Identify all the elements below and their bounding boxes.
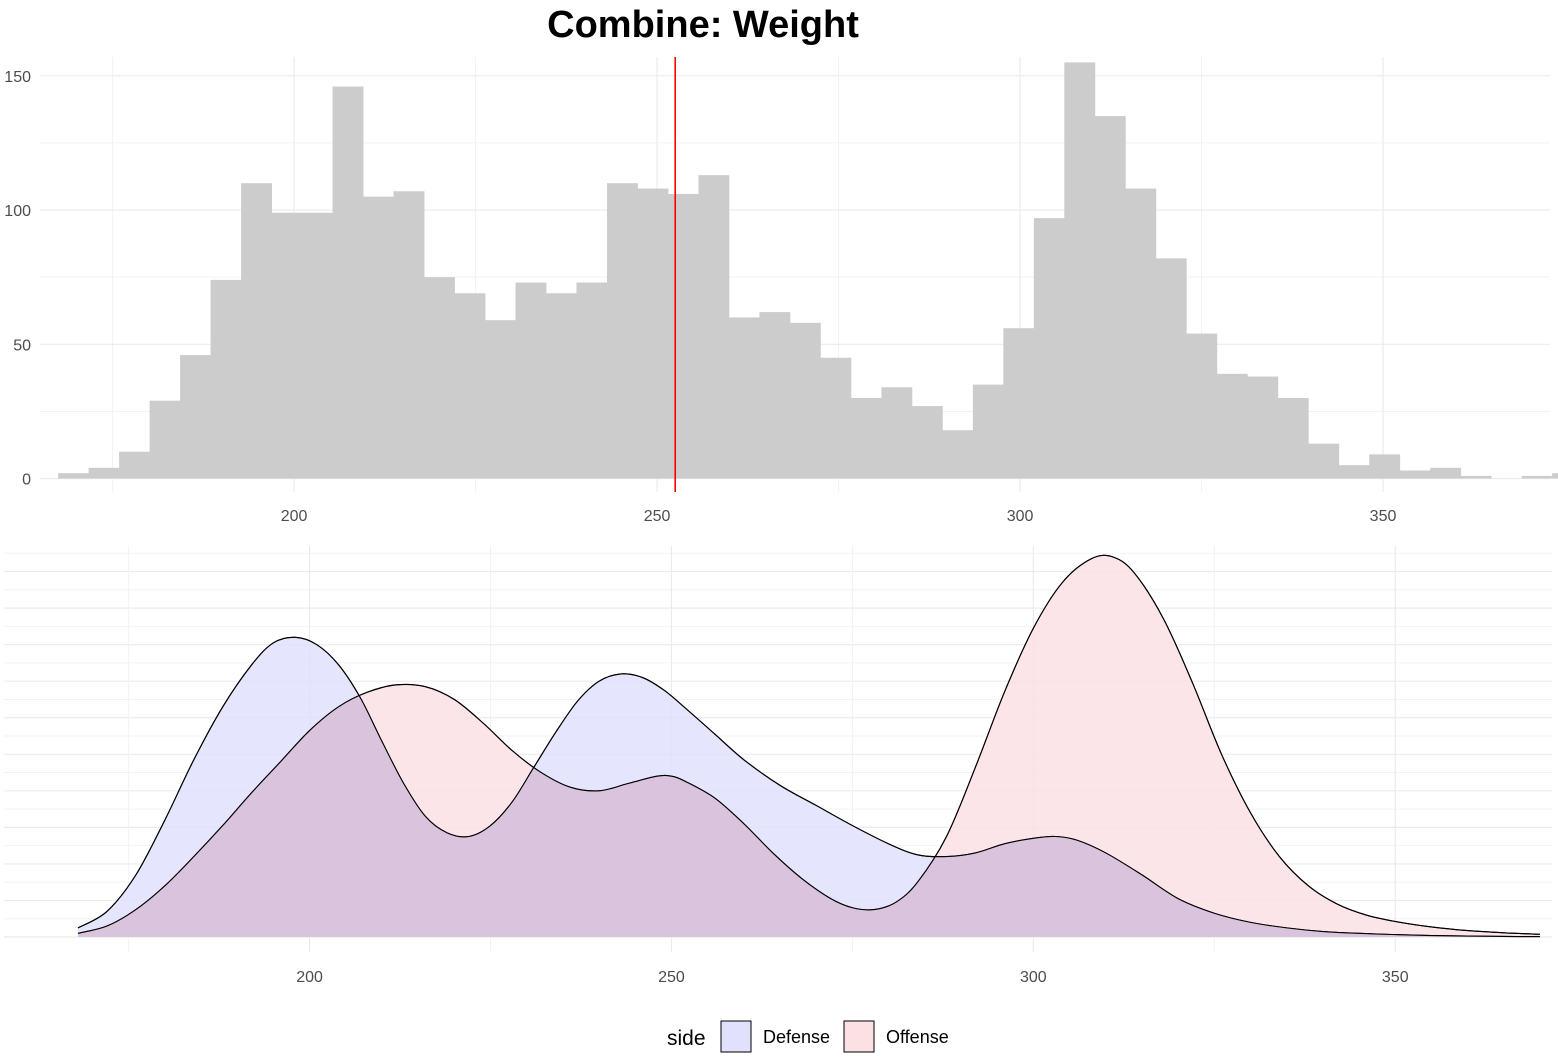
histogram-bar bbox=[1521, 475, 1553, 479]
histogram-bar bbox=[1430, 467, 1462, 479]
histogram-bar bbox=[698, 175, 730, 479]
histogram-bar bbox=[88, 467, 120, 479]
histogram-bar bbox=[515, 282, 547, 479]
density-outline-offense bbox=[77, 554, 1541, 935]
histogram-y-tick-label: 100 bbox=[4, 203, 31, 220]
histogram-axis-labels: 0 50 100 150 200 250 300 350 bbox=[4, 69, 1396, 525]
histogram-bar bbox=[485, 320, 516, 479]
histogram-bar bbox=[363, 196, 394, 479]
histogram-bar bbox=[1247, 376, 1279, 479]
legend-label-defense: Defense bbox=[763, 1027, 830, 1047]
histogram-bar bbox=[1216, 373, 1248, 479]
histogram-bars bbox=[58, 62, 1558, 479]
histogram-y-tick-label: 0 bbox=[22, 472, 31, 489]
legend-title: side bbox=[667, 1027, 706, 1050]
histogram-y-tick-label: 150 bbox=[4, 69, 31, 86]
histogram-bar bbox=[149, 400, 181, 479]
legend-swatch-offense bbox=[843, 1020, 875, 1053]
histogram-bar bbox=[1125, 188, 1157, 479]
histogram-x-tick-label: 250 bbox=[644, 508, 671, 525]
density-outline-defense bbox=[77, 636, 1541, 938]
histogram-bar bbox=[667, 193, 699, 479]
density-x-tick-label: 200 bbox=[296, 969, 323, 986]
legend-swatch-defense bbox=[720, 1020, 752, 1053]
histogram-bar bbox=[1369, 454, 1401, 479]
histogram-bar bbox=[911, 406, 943, 479]
histogram-bar bbox=[58, 473, 90, 479]
histogram-bar bbox=[1308, 443, 1340, 479]
histogram-bar bbox=[1277, 398, 1309, 479]
histogram-y-tick-label: 50 bbox=[13, 337, 31, 354]
density-panel: 200 250 300 350 bbox=[4, 546, 1552, 986]
histogram-bar bbox=[1003, 328, 1035, 479]
histogram-bar bbox=[1460, 475, 1492, 479]
histogram-bar bbox=[1094, 116, 1126, 479]
density-axis-labels: 200 250 300 350 bbox=[296, 969, 1408, 986]
histogram-bar bbox=[850, 398, 882, 479]
histogram-bar bbox=[241, 183, 272, 479]
histogram-bar bbox=[637, 188, 669, 479]
histogram-x-tick-label: 300 bbox=[1007, 508, 1034, 525]
histogram-panel: 0 50 100 150 200 250 300 350 bbox=[4, 57, 1558, 525]
histogram-bar bbox=[1033, 218, 1065, 479]
histogram-x-tick-label: 350 bbox=[1370, 508, 1397, 525]
histogram-bar bbox=[606, 183, 638, 479]
histogram-bar bbox=[1552, 473, 1558, 479]
histogram-bar bbox=[728, 317, 760, 479]
histogram-bar bbox=[1155, 258, 1187, 479]
histogram-bar bbox=[332, 86, 364, 479]
histogram-bar bbox=[759, 312, 791, 479]
histogram-bar bbox=[271, 212, 303, 479]
histogram-bar bbox=[789, 322, 821, 479]
histogram-bar bbox=[1399, 470, 1431, 479]
histogram-bar bbox=[1338, 465, 1370, 479]
histogram-bar bbox=[942, 430, 974, 479]
histogram-bar bbox=[820, 357, 852, 479]
histogram-bar bbox=[210, 279, 242, 479]
density-x-tick-label: 350 bbox=[1382, 969, 1409, 986]
density-x-tick-label: 250 bbox=[658, 969, 685, 986]
histogram-bar bbox=[302, 212, 333, 479]
histogram-bar bbox=[1186, 333, 1218, 479]
histogram-bar bbox=[545, 293, 577, 479]
histogram-bar bbox=[393, 191, 425, 479]
histogram-x-tick-label: 200 bbox=[281, 508, 308, 525]
histogram-bar bbox=[454, 293, 486, 479]
chart-title: Combine: Weight bbox=[547, 4, 859, 46]
histogram-bar bbox=[881, 387, 913, 479]
legend-label-offense: Offense bbox=[886, 1027, 949, 1047]
histogram-bar bbox=[576, 282, 608, 479]
density-x-tick-label: 300 bbox=[1020, 969, 1047, 986]
legend: side Defense Offense bbox=[667, 1020, 949, 1053]
histogram-bar bbox=[119, 451, 151, 479]
histogram-bar bbox=[180, 355, 212, 479]
histogram-bar bbox=[1064, 62, 1096, 479]
histogram-bar bbox=[424, 277, 455, 479]
density-areas bbox=[77, 554, 1541, 938]
histogram-bar bbox=[972, 384, 1004, 479]
